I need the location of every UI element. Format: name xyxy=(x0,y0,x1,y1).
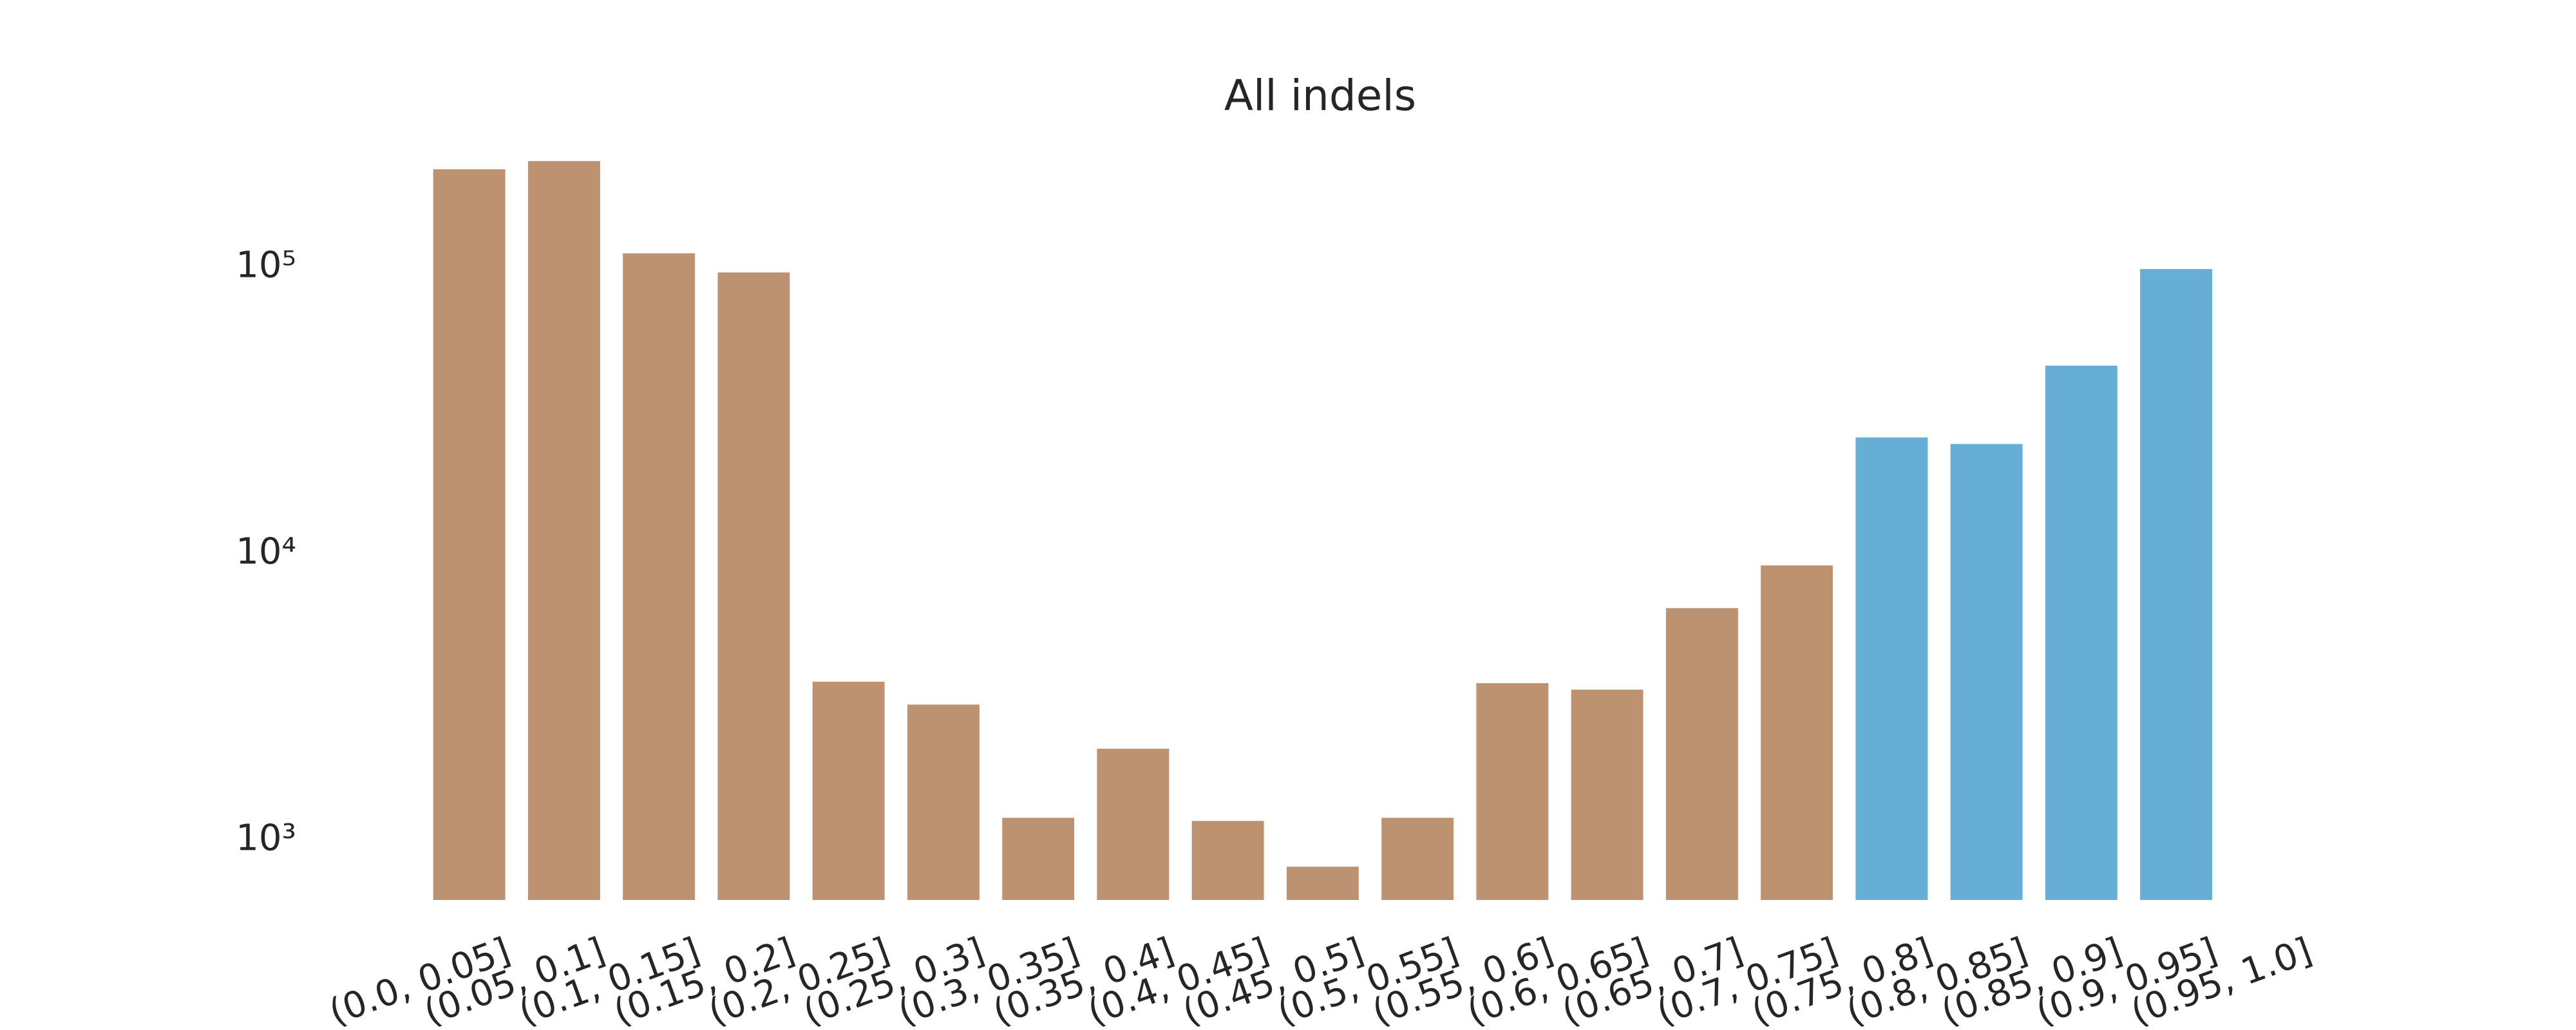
bar xyxy=(2045,366,2117,900)
bar xyxy=(2140,268,2213,900)
bar xyxy=(1097,749,1170,900)
bar xyxy=(1571,689,1643,900)
bar xyxy=(527,161,600,900)
bar xyxy=(1476,683,1549,900)
bar xyxy=(1950,444,2023,900)
chart-title: All indels xyxy=(1224,71,1416,120)
bar xyxy=(433,169,506,900)
bar xyxy=(1761,565,1833,900)
bar xyxy=(1191,821,1264,900)
y-tick-label: 10⁵ xyxy=(236,245,296,286)
bar xyxy=(1381,818,1454,900)
bar xyxy=(1665,608,1738,900)
y-tick-label: 10⁴ xyxy=(236,531,296,573)
bar xyxy=(717,272,790,900)
bar xyxy=(1855,437,1928,900)
y-tick-label: 10³ xyxy=(236,818,296,859)
bar xyxy=(907,704,980,900)
bar xyxy=(812,682,885,900)
bar xyxy=(1002,818,1075,900)
bar xyxy=(623,253,696,901)
bar xyxy=(1286,866,1359,900)
